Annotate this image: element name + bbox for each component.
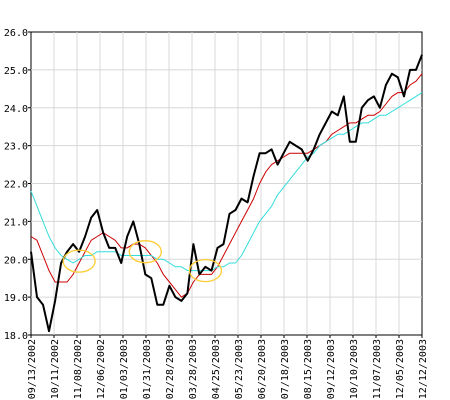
x-tick-label: 10/10/2003 [349, 339, 360, 399]
annotation-ellipse [188, 258, 223, 283]
series-line-1 [30, 54, 423, 333]
series-line-3 [30, 92, 423, 272]
x-tick-label: 04/25/2003 [211, 339, 222, 399]
x-tick-label: 10/11/2002 [50, 339, 61, 399]
x-tick-label: 12/05/2003 [395, 339, 406, 399]
x-tick-label: 06/20/2003 [257, 339, 268, 399]
x-tick-label: 02/28/2003 [165, 339, 176, 399]
y-tick-label: 23.0 [4, 142, 28, 153]
x-tick-label: 11/07/2003 [372, 339, 383, 399]
x-tick-label: 05/23/2003 [234, 339, 245, 399]
x-tick-label: 09/13/2002 [27, 339, 38, 399]
annotation-ellipse [62, 249, 96, 273]
grid [31, 32, 422, 335]
series-group [30, 54, 423, 333]
annotation-ellipse [128, 240, 162, 264]
y-tick-label: 19.0 [4, 293, 28, 304]
x-tick-label: 09/12/2003 [326, 339, 337, 399]
y-tick-label: 25.0 [4, 66, 28, 77]
y-tick-label: 24.0 [4, 104, 28, 115]
x-tick-label: 11/08/2002 [73, 339, 84, 399]
y-tick-label: 18.0 [4, 331, 28, 342]
y-tick-label: 21.0 [4, 217, 28, 228]
x-tick-label: 01/03/2003 [119, 339, 130, 399]
x-axis-ticks: 09/13/2002 10/11/2002 11/08/2002 12/06/2002… [27, 335, 429, 399]
y-tick-label: 20.0 [4, 255, 28, 266]
x-tick-label: 07/18/2003 [280, 339, 291, 399]
x-tick-label: 12/06/2002 [96, 339, 107, 399]
x-tick-label: 01/31/2003 [142, 339, 153, 399]
y-tick-label: 26.0 [4, 28, 28, 39]
y-tick-label: 22.0 [4, 180, 28, 191]
x-tick-label: 08/15/2003 [303, 339, 314, 399]
series-line-2 [30, 73, 423, 298]
annotations-group [62, 240, 223, 283]
x-tick-label: 12/12/2003 [418, 339, 429, 399]
x-tick-label: 03/28/2003 [188, 339, 199, 399]
y-axis-ticks: 18.0 19.0 20.0 21.0 22.0 23.0 24.0 25.0 26.0 [4, 28, 31, 342]
